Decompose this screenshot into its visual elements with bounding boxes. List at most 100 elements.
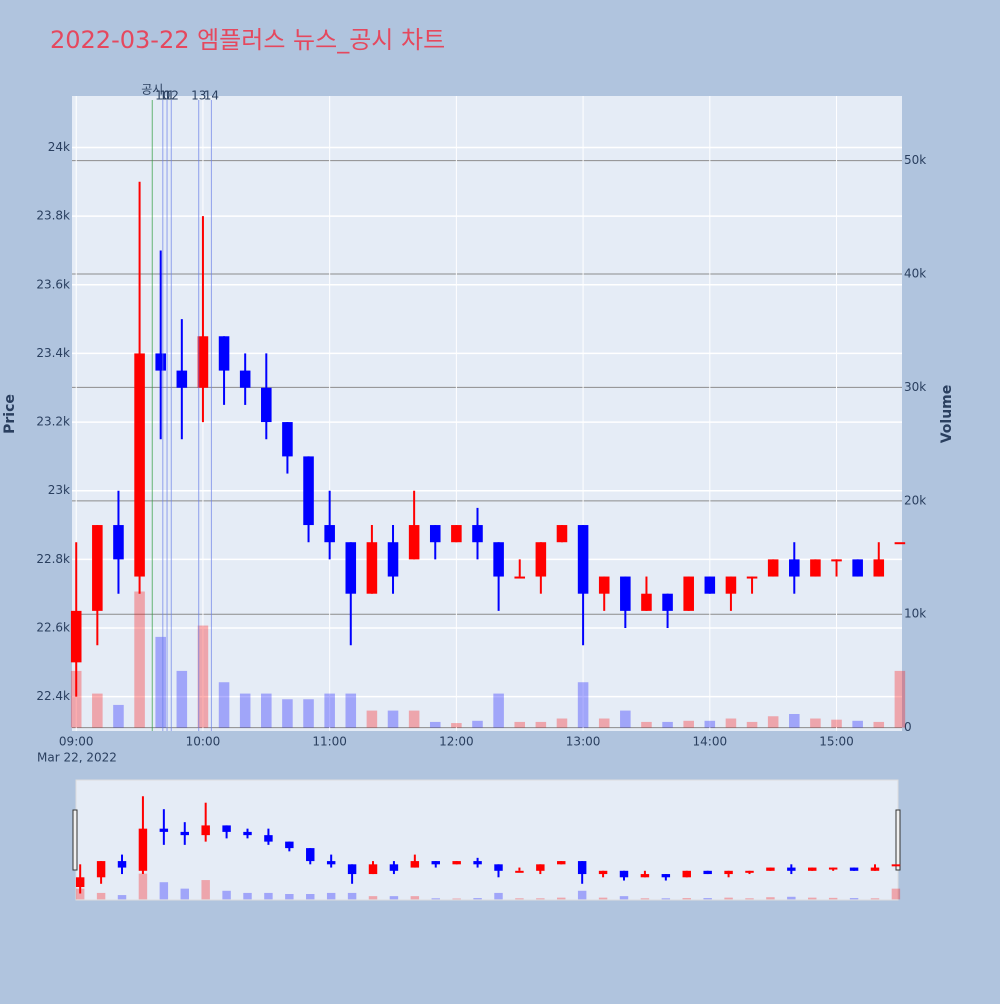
body xyxy=(810,559,821,577)
mini-volume-bar xyxy=(787,896,796,900)
mini-body xyxy=(180,831,189,836)
mini-volume-bar xyxy=(536,898,545,900)
body xyxy=(873,559,885,577)
annotation-label: 12 xyxy=(164,89,179,103)
mini-body xyxy=(787,867,796,871)
y-tick-label: 24k xyxy=(48,140,70,154)
volume-bar xyxy=(598,718,610,728)
mini-volume-bar xyxy=(849,898,859,900)
volume-bar xyxy=(514,721,526,728)
mini-volume-bar xyxy=(828,897,838,900)
x-tick-label: 13:00 xyxy=(566,735,601,749)
x-tick-label: 09:00 xyxy=(59,735,94,749)
mini-volume-bar xyxy=(96,892,106,900)
range-slider[interactable] xyxy=(75,779,899,901)
mini-volume-bar xyxy=(703,898,712,900)
body xyxy=(239,370,251,388)
volume-bar xyxy=(451,723,462,728)
mini-volume-bar xyxy=(494,892,503,900)
y2-tick-label: 0 xyxy=(904,720,912,734)
mini-volume-bar xyxy=(410,896,420,900)
x-date-label: Mar 22, 2022 xyxy=(37,751,117,765)
x-tick-label: 11:00 xyxy=(312,735,347,749)
body xyxy=(70,610,82,663)
volume-bar xyxy=(725,718,737,728)
volume-bar xyxy=(176,670,188,728)
mini-body xyxy=(410,861,420,868)
y-axis-title: Price xyxy=(2,394,18,434)
body xyxy=(92,525,103,611)
mini-body xyxy=(808,867,817,871)
mini-volume-bar xyxy=(117,895,127,900)
mini-volume-bar xyxy=(557,897,566,900)
body xyxy=(725,576,737,594)
volume-bar xyxy=(641,721,652,728)
y-tick-label: 23.2k xyxy=(36,415,70,429)
y-tick-label: 22.6k xyxy=(36,621,70,635)
mini-body xyxy=(347,864,357,875)
chart-title: 2022-03-22 엠플러스 뉴스_공시 차트 xyxy=(50,26,445,54)
annotation-label: 10 xyxy=(155,89,170,103)
annotation-label: 11 xyxy=(159,89,174,103)
body xyxy=(535,542,547,577)
volume-bar xyxy=(324,693,335,728)
mini-body xyxy=(536,864,545,871)
y2-tick-label: 50k xyxy=(904,153,926,167)
body xyxy=(620,576,631,611)
volume-bar xyxy=(134,591,145,728)
body xyxy=(598,576,610,594)
annotation-label: 공시 xyxy=(141,83,163,97)
body xyxy=(303,456,314,526)
volume-bar xyxy=(852,720,863,728)
mini-volume-bar xyxy=(766,897,775,900)
mini-body xyxy=(306,848,315,862)
mini-volume-bar xyxy=(159,882,169,900)
mini-body xyxy=(222,825,231,832)
mini-body xyxy=(326,861,336,865)
mini-volume-bar xyxy=(222,890,231,900)
volume-bar xyxy=(831,719,842,728)
volume-bar xyxy=(429,721,441,728)
body xyxy=(282,422,293,457)
mini-volume-bar xyxy=(473,898,482,900)
slider-handle[interactable] xyxy=(72,809,78,871)
volume-bar xyxy=(746,721,758,728)
mini-body xyxy=(243,831,252,836)
volume-bar xyxy=(894,670,906,728)
volume-bar xyxy=(70,670,82,728)
mini-volume-bar xyxy=(368,896,378,900)
volume-bar xyxy=(556,718,568,728)
mini-body xyxy=(661,874,671,878)
mini-body xyxy=(891,864,901,867)
mini-body xyxy=(389,864,399,871)
mini-volume-bar xyxy=(452,898,461,900)
slider-handle[interactable] xyxy=(895,809,901,871)
mini-volume-bar xyxy=(661,898,671,900)
mini-volume-bar xyxy=(201,880,210,900)
mini-body xyxy=(75,877,85,888)
mini-volume-bar xyxy=(598,897,608,900)
body xyxy=(176,370,188,388)
mini-body xyxy=(619,870,629,878)
mini-volume-bar xyxy=(347,892,357,900)
mini-body xyxy=(117,861,127,868)
mini-volume-bar xyxy=(431,898,440,900)
mini-body xyxy=(703,870,712,875)
mini-volume-bar xyxy=(870,898,880,900)
y-tick-label: 23k xyxy=(48,483,70,497)
x-tick-label: 10:00 xyxy=(186,735,221,749)
body xyxy=(852,559,863,577)
body xyxy=(366,542,378,594)
volume-bar xyxy=(261,693,272,728)
body xyxy=(387,542,399,577)
volume-bar xyxy=(704,720,716,728)
y-tick-label: 23.8k xyxy=(36,209,70,223)
body xyxy=(789,559,800,577)
mini-body xyxy=(598,870,608,875)
body xyxy=(155,353,166,371)
mini-volume-bar xyxy=(264,892,273,900)
y-tick-label: 22.4k xyxy=(36,689,70,703)
mini-volume-bar xyxy=(640,898,650,900)
mini-volume-bar xyxy=(619,896,629,900)
